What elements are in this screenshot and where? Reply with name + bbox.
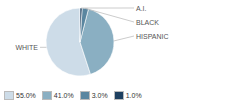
- svg-text:HISPANIC: HISPANIC: [136, 33, 169, 40]
- html-text:55.0%: 55.0%: [16, 92, 36, 99]
- html-text:3.0%: 3.0%: [91, 92, 108, 99]
- svg-text:A.I.: A.I.: [136, 5, 147, 12]
- svg-text:BLACK: BLACK: [136, 19, 159, 26]
- html-text:1.0%: 1.0%: [125, 92, 142, 99]
- html-text:41.0%: 41.0%: [53, 92, 74, 99]
- svg-text:WHITE: WHITE: [15, 44, 38, 51]
